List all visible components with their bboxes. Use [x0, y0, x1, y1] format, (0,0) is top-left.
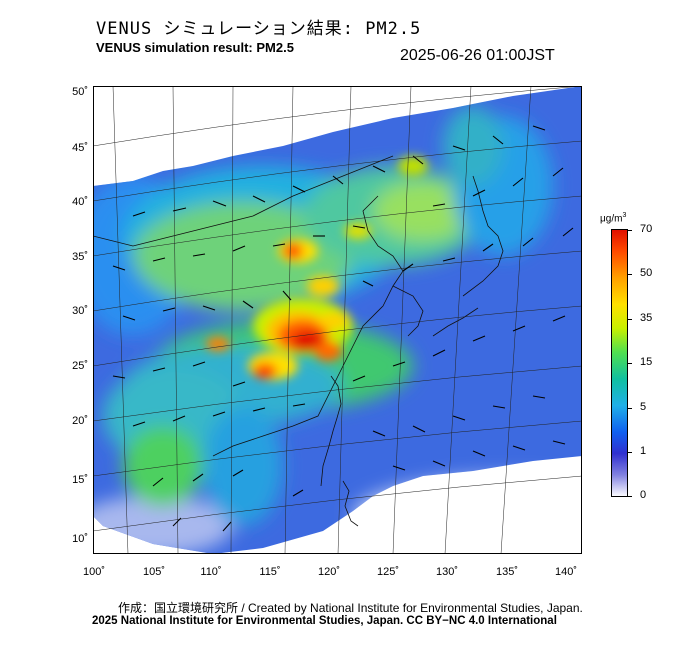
- coastlines: [93, 155, 504, 527]
- lon-label: 140˚: [554, 566, 578, 578]
- colorbar-label: 35: [640, 312, 653, 324]
- lat-label: 40˚: [72, 196, 88, 208]
- lat-label: 15˚: [72, 474, 88, 486]
- lon-label: 115˚: [259, 566, 281, 578]
- lat-label: 10˚: [72, 533, 88, 545]
- lat-label: 20˚: [72, 415, 88, 427]
- title-japanese: VENUS シミュレーション結果: PM2.5: [96, 19, 422, 39]
- title-english: VENUS simulation result: PM2.5: [96, 40, 294, 55]
- lon-label: 105˚: [142, 566, 166, 578]
- colorbar-label: 15: [640, 356, 653, 368]
- lat-label: 45˚: [72, 142, 88, 154]
- lon-label: 135˚: [495, 566, 519, 578]
- lon-label: 110˚: [200, 566, 222, 578]
- wind-vectors: [112, 125, 574, 532]
- colorbar: [611, 229, 628, 497]
- lon-label: 130˚: [435, 566, 459, 578]
- lat-label: 25˚: [72, 360, 88, 372]
- copyright-text: 2025 National Institute for Environmenta…: [92, 615, 557, 627]
- lat-label: 50˚: [72, 86, 88, 98]
- timestamp: 2025-06-26 01:00JST: [400, 47, 555, 64]
- credit-text: 作成：国立環境研究所 / Created by National Institu…: [118, 601, 583, 615]
- lon-label: 120˚: [317, 566, 341, 578]
- lon-label: 100˚: [82, 566, 106, 578]
- lat-label: 30˚: [72, 305, 88, 317]
- pm25-map: [93, 86, 582, 554]
- colorbar-label: 70: [640, 223, 653, 235]
- lon-label: 125˚: [376, 566, 400, 578]
- map-frame: [93, 86, 582, 554]
- colorbar-unit: μg/m3: [600, 212, 627, 225]
- colorbar-label: 5: [640, 401, 647, 413]
- lat-label: 35˚: [72, 251, 88, 263]
- graticule: [93, 86, 582, 554]
- concentration-field: [93, 86, 582, 554]
- colorbar-label: 50: [640, 267, 653, 279]
- colorbar-label: 0: [640, 489, 647, 501]
- colorbar-label: 1: [640, 445, 647, 457]
